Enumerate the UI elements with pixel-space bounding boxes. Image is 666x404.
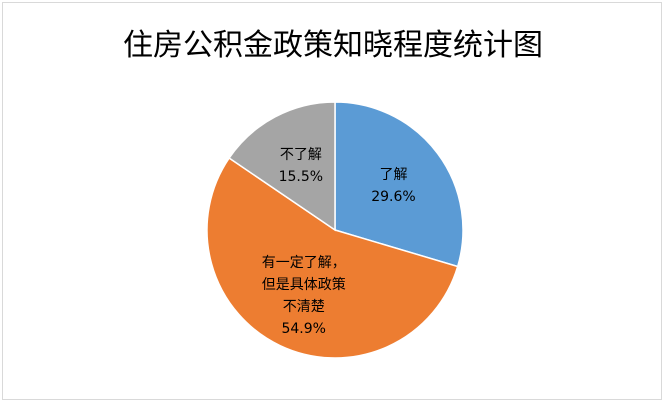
value-label: 15.5%: [278, 168, 324, 185]
category-label: 有一定了解，但是具体政策不清楚: [261, 254, 346, 315]
category-label: 了解: [379, 167, 408, 184]
category-label: 不了解: [279, 146, 322, 163]
pie-slice: [206, 157, 459, 359]
pie-slice: [228, 101, 336, 232]
value-label: 54.9%: [281, 320, 326, 337]
slice-label: 有一定了解，但是具体政策不清楚 54.9%: [256, 252, 352, 340]
slice-label: 了解 29.6%: [345, 164, 441, 208]
chart-title: 住房公积金政策知晓程度统计图: [123, 28, 543, 63]
chart-frame: [2, 2, 662, 400]
slice-label: 不了解 15.5%: [253, 144, 349, 188]
pie-slice: [334, 101, 464, 268]
value-label: 29.6%: [371, 189, 416, 206]
